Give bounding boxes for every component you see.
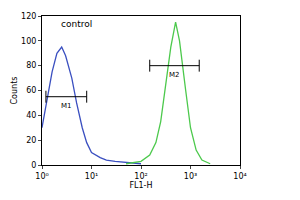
svg-text:120: 120 [21,12,36,21]
svg-text:M2: M2 [169,71,180,79]
svg-text:10⁴: 10⁴ [233,172,246,181]
svg-text:10⁰: 10⁰ [35,172,48,181]
svg-text:10³: 10³ [184,172,197,181]
svg-text:10²: 10² [134,172,147,181]
svg-text:10¹: 10¹ [85,172,98,181]
svg-text:Counts: Counts [10,77,19,105]
svg-text:40: 40 [26,111,36,120]
svg-text:M1: M1 [61,102,72,110]
svg-text:60: 60 [26,86,36,95]
svg-text:80: 80 [26,61,36,70]
svg-text:FL1-H: FL1-H [129,181,152,190]
svg-text:20: 20 [26,136,36,145]
svg-text:0: 0 [31,161,36,170]
svg-text:control: control [61,19,92,29]
svg-text:100: 100 [21,37,36,46]
